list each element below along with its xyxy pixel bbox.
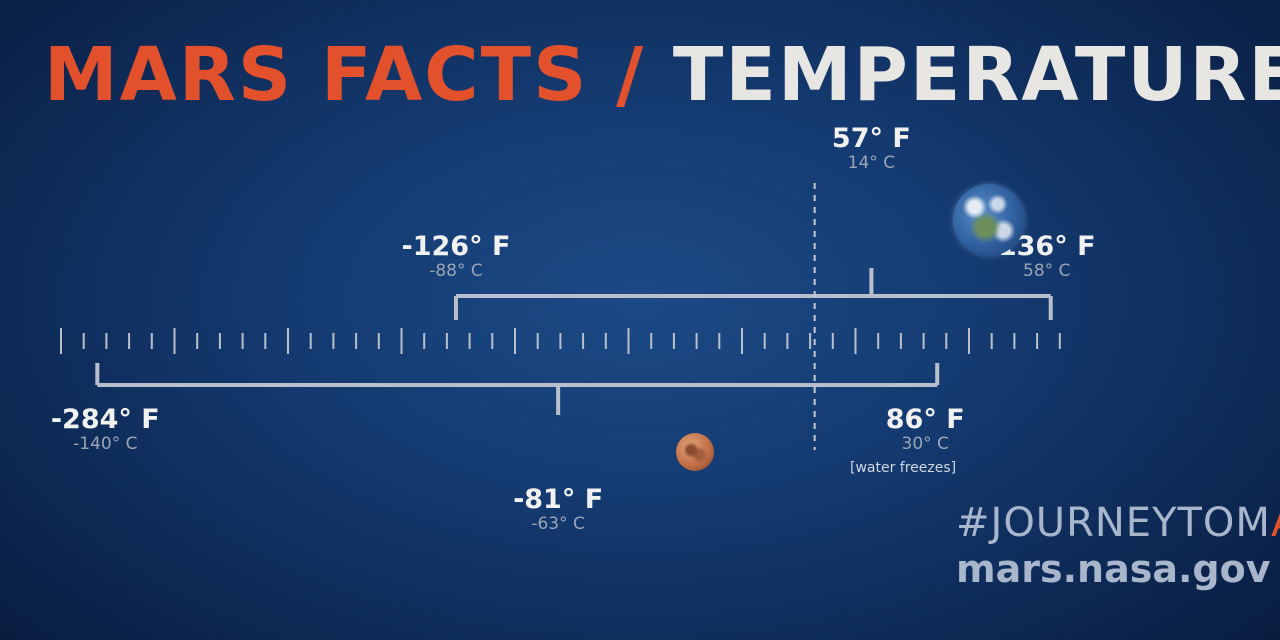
title-separator: / <box>588 32 673 118</box>
earth-min-f: -126° F <box>401 231 511 262</box>
title-mars-facts: MARS FACTS <box>44 32 589 118</box>
mars-max-label: 86° F 30° C <box>886 406 965 453</box>
range-brackets <box>95 268 1053 415</box>
hashtag-part-a: #JOURNEYTOM <box>956 500 1271 546</box>
earth-max-label: 136° F 58° C <box>998 233 1096 280</box>
earth-min-label: -126° F -88° C <box>402 233 511 280</box>
page-title: MARS FACTS / TEMPERATURE <box>44 38 1280 112</box>
earth-avg-label: 57° F 14° C <box>832 125 911 172</box>
mars-avg-label: -81° F -63° C <box>513 486 603 533</box>
mars-avg-c: -63° C <box>531 514 585 534</box>
water-freezes-label: [water freezes] <box>850 460 957 476</box>
mars-max-c: 30° C <box>901 434 949 454</box>
mars-min-f: -284° F <box>50 404 160 435</box>
earth-min-c: -88° C <box>429 261 483 281</box>
mars-avg-f: -81° F <box>513 484 604 515</box>
earth-icon <box>953 184 1025 256</box>
scale-ticks <box>60 328 1061 354</box>
earth-avg-f: 57° F <box>831 123 911 154</box>
mars-icon <box>676 433 714 471</box>
hashtag: #JOURNEYTOMARS <box>956 503 1280 543</box>
title-temperature: TEMPERATURE <box>672 32 1280 118</box>
hashtag-part-b: A <box>1271 500 1280 546</box>
earth-avg-c: 14° C <box>847 153 896 173</box>
mars-min-label: -284° F -140° C <box>51 406 160 453</box>
mars-min-c: -140° C <box>73 434 138 454</box>
earth-max-c: 58° C <box>1023 261 1071 281</box>
mars-max-f: 86° F <box>885 404 965 435</box>
site-url[interactable]: mars.nasa.gov <box>956 547 1271 591</box>
